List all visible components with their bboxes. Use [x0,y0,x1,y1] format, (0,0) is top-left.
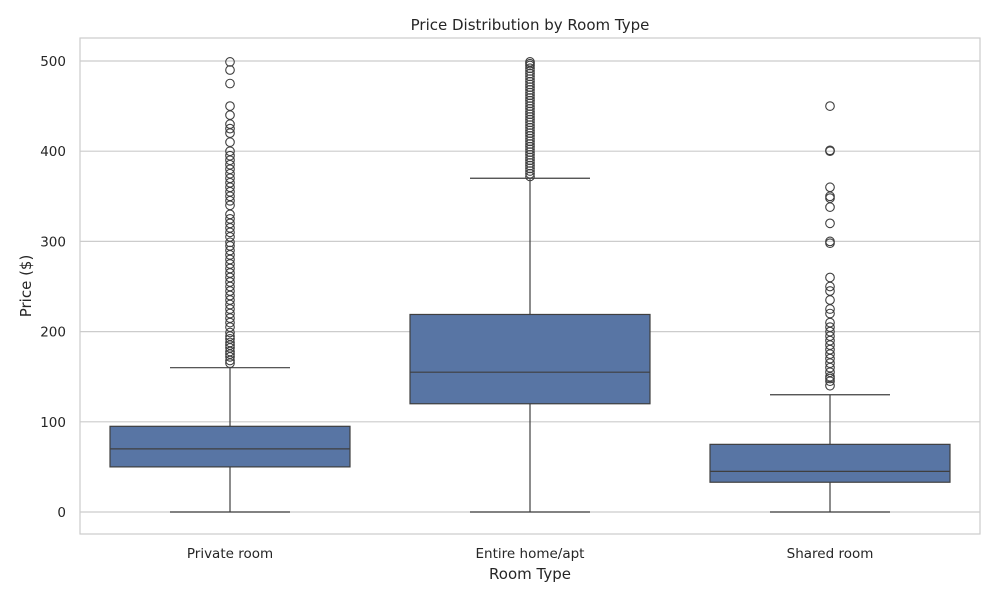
outlier-point [225,65,235,75]
y-tick-labels: 0 100 200 300 400 500 [40,54,66,521]
y-tick-label: 200 [40,325,66,341]
y-tick-label: 0 [57,505,66,521]
outlier-point [225,123,235,134]
y-tick-label: 400 [40,144,66,160]
outlier-point [225,57,235,67]
box-group [409,57,651,513]
y-tick-label: 500 [40,54,66,70]
outlier-point [825,322,835,332]
outlier-point [825,218,835,229]
outlier-point [825,272,835,283]
outlier-point [225,214,235,224]
outlier-point [225,150,235,161]
x-axis-label: Room Type [489,565,571,583]
box-group [709,101,951,513]
outlier-point [825,236,835,247]
outlier-point [225,337,235,348]
outlier-point [225,101,235,111]
outlier-point [825,308,835,319]
plot-frame [79,37,981,535]
outlier-point [225,137,235,148]
boxes [109,57,951,513]
outlier-point [225,237,235,248]
iqr-box [409,313,651,405]
outlier-point [825,286,835,296]
outlier-point [825,145,835,156]
box-group [109,57,351,513]
outlier-point [825,202,835,212]
outlier-point [825,295,835,305]
outlier-point [225,327,235,338]
x-tick-labels: Private room Entire home/apt Shared room [187,546,874,562]
chart-title: Price Distribution by Room Type [411,16,650,34]
y-tick-label: 300 [40,234,66,250]
outlier-point [225,78,235,89]
x-tick-label: Shared room [787,546,874,562]
iqr-box [709,443,951,483]
outlier-point [525,57,535,67]
y-tick-label: 100 [40,415,66,431]
outlier-point [825,182,835,193]
x-tick-label: Entire home/apt [476,546,585,562]
outlier-point [225,110,235,120]
y-axis-label: Price ($) [17,255,35,318]
outlier-point [225,333,235,344]
iqr-box [109,425,351,468]
outlier-point [525,63,535,74]
x-tick-label: Private room [187,546,273,562]
outlier-point [825,101,835,111]
